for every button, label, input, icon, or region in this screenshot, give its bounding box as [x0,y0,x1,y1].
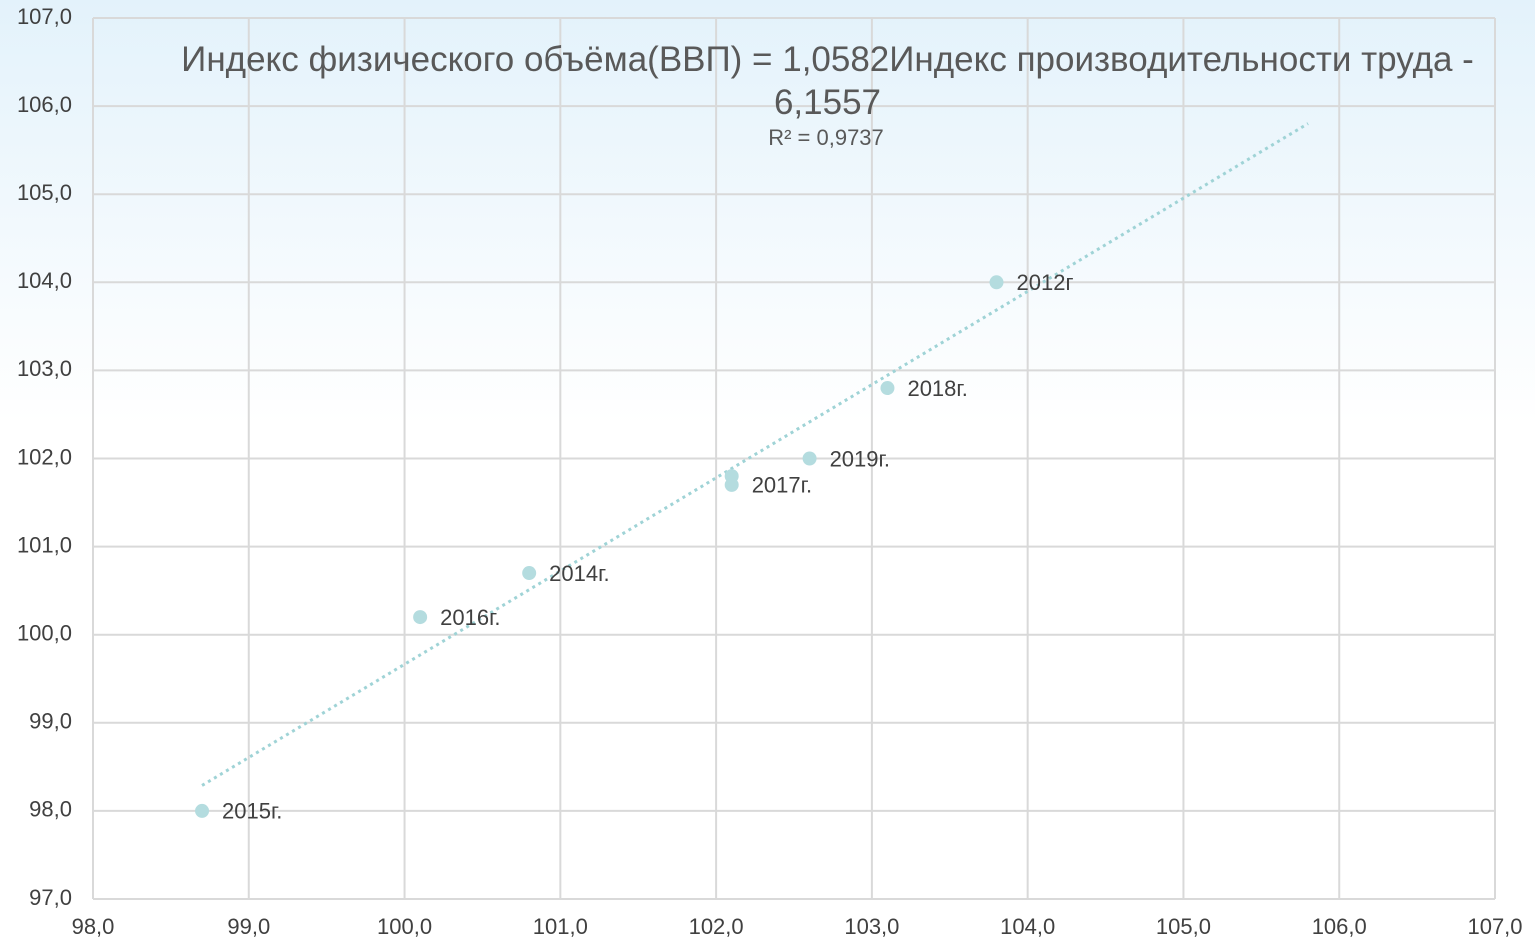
y-tick-label: 106,0 [17,92,72,117]
data-label: 2019г. [830,446,890,471]
x-tick-label: 104,0 [1000,914,1055,939]
point [880,381,895,396]
point [413,610,428,625]
point [989,275,1004,290]
data-label: 2018г. [907,376,967,401]
data-label: 2012г [1017,270,1074,295]
point [724,477,739,492]
trendline-equation: Индекс физического объёма(ВВП) = 1,0582И… [181,40,1474,122]
point [522,566,537,581]
y-tick-label: 104,0 [17,268,72,293]
x-tick-label: 100,0 [377,914,432,939]
x-tick-label: 107,0 [1467,914,1522,939]
point [195,803,210,818]
x-tick-label: 103,0 [844,914,899,939]
data-label: 2015г. [222,799,282,824]
x-tick-label: 102,0 [689,914,744,939]
y-tick-label: 99,0 [29,709,72,734]
x-tick-label: 101,0 [533,914,588,939]
x-tick-label: 99,0 [227,914,270,939]
r-squared: R² = 0,9737 [768,125,884,150]
data-label: 2016г. [440,605,500,630]
y-tick-label: 98,0 [29,797,72,822]
data-label: 2017г. [752,473,812,498]
data-label: 2014г. [549,561,609,586]
y-tick-label: 105,0 [17,180,72,205]
y-tick-label: 100,0 [17,621,72,646]
x-tick-label: 98,0 [72,914,115,939]
x-tick-label: 106,0 [1312,914,1367,939]
y-tick-label: 107,0 [17,4,72,29]
point [802,451,817,466]
trendline [201,122,1309,787]
y-tick-label: 102,0 [17,444,72,469]
y-tick-label: 97,0 [29,885,72,910]
x-tick-label: 105,0 [1156,914,1211,939]
y-tick-label: 101,0 [17,532,72,557]
y-tick-label: 103,0 [17,356,72,381]
